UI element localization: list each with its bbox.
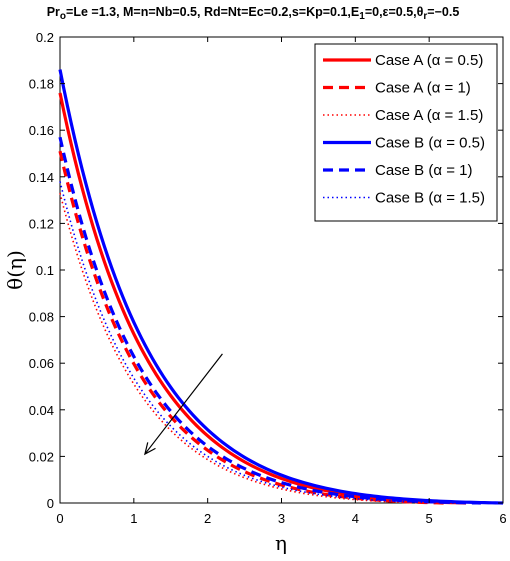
legend-label: Case A (α = 1): [375, 80, 471, 97]
series-line-5: [58, 136, 481, 505]
y-tick-label: 0.04: [29, 403, 54, 418]
legend-box: [314, 43, 498, 222]
x-tick-label: 1: [130, 511, 137, 526]
title-part: =0,ε=0.5,θ: [365, 5, 424, 19]
y-tick-label: 0.2: [36, 30, 54, 45]
legend-label: Case A (α = 1.5): [375, 107, 483, 124]
y-tick-label: 0.14: [29, 170, 54, 185]
title-part: =Le =1.3, M=n=Nb=0.5, Rd=Nt=Ec=0.2,s=Kp=…: [66, 5, 359, 19]
arrow-head: [144, 442, 156, 456]
x-tick-label: 2: [204, 511, 211, 526]
y-tick-label: 0.1: [36, 263, 54, 278]
legend-label: Case B (α = 1): [375, 162, 472, 179]
legend: Case A (α = 0.5) Case A (α = 1) Case A (α …: [314, 43, 498, 222]
x-tick-label: 3: [278, 511, 285, 526]
x-tick-label: 4: [352, 511, 359, 526]
y-tick-label: 0.16: [29, 123, 54, 138]
title-part: r: [423, 11, 427, 22]
y-tick-label: 0.12: [29, 216, 54, 231]
x-axis-label: η: [275, 531, 287, 555]
y-tick-label: 0.06: [29, 356, 54, 371]
series-line-2: [58, 150, 444, 505]
legend-label: Case B (α = 1.5): [375, 190, 485, 207]
title-part: Pr: [47, 5, 60, 19]
y-tick-label: 0: [47, 496, 54, 511]
y-tick-label: 0.08: [29, 310, 54, 325]
legend-label: Case A (α = 0.5): [375, 52, 483, 69]
title-part: o: [60, 11, 66, 22]
axis-ticks: 0 1 2 3 4 5 6 0 0.02 0.04 0.06 0.08 0.1 0.12 0.14 0.16 0…: [29, 30, 507, 526]
y-tick-label: 0.02: [29, 449, 54, 464]
title-part: 1: [359, 11, 365, 22]
title-part: =−0.5: [427, 5, 459, 19]
arrow-shaft: [144, 353, 223, 455]
trend-arrow: [144, 353, 223, 456]
series-line-3: [59, 192, 430, 504]
y-tick-label: 0.18: [29, 77, 54, 92]
y-axis-label: θ(η): [3, 250, 27, 290]
legend-label: Case B (α = 0.5): [375, 135, 485, 152]
chart-title: Pro=Le =1.3, M=n=Nb=0.5, Rd=Nt=Ec=0.2,s=…: [47, 5, 460, 22]
x-tick-label: 6: [499, 511, 506, 526]
x-tick-label: 0: [56, 511, 63, 526]
x-tick-label: 5: [426, 511, 433, 526]
